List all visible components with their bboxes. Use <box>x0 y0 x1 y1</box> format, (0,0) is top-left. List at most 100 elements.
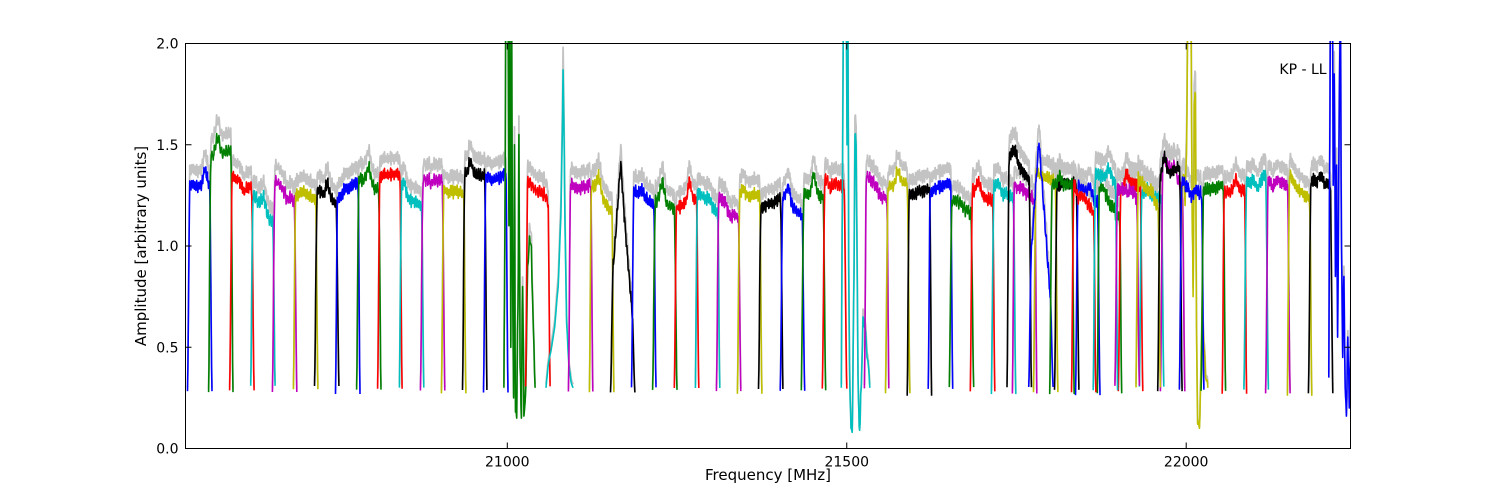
y-tick-label: 0.0 <box>156 442 178 458</box>
bandpass-underlay-gray <box>440 168 467 391</box>
bandpass-underlay-gray <box>694 172 721 385</box>
bandpass-curve-y-22167 <box>1286 169 1313 396</box>
bandpass-underlay-gray <box>736 168 763 391</box>
bandpass-curve-g-21018 <box>503 41 536 419</box>
bandpass-curve-g-21669 <box>948 194 975 388</box>
bandpass-curve-y-21575 <box>884 166 911 394</box>
bandpass-curve-r-21849 <box>1070 179 1097 393</box>
bandpass-underlay-gray <box>673 160 700 385</box>
bandpass-underlay-gray <box>948 179 975 384</box>
bandpass-curve-b-22228 <box>1328 41 1351 417</box>
bandpass-curve-g-20796 <box>355 160 382 390</box>
bandpass-underlay-gray <box>1221 156 1248 391</box>
bandpass-underlay-gray <box>863 154 890 386</box>
bandpass-curve-m-21762 <box>1011 180 1038 394</box>
bandpass-curve-b-21201 <box>630 182 657 388</box>
bandpass-underlay-gray <box>1074 163 1101 393</box>
bandpass-underlay-gray <box>1114 166 1141 383</box>
bandpass-curve-b-21855 <box>1074 179 1101 396</box>
bandpass-curve-g-20578 <box>207 132 234 393</box>
bandpass-curve-b-21638 <box>927 177 954 389</box>
bandpass-curve-r-22071 <box>1221 172 1248 394</box>
bandpass-underlay-gray <box>1200 164 1227 388</box>
bandpass-underlay-gray <box>567 161 594 389</box>
bandpass-curve-k-20734 <box>313 177 340 387</box>
bandpass-curve-b-21420 <box>779 183 806 391</box>
bandpass-curve-b-20547 <box>186 166 213 392</box>
bandpass-curve-k-20952 <box>461 156 488 391</box>
bandpass-underlay-gray <box>1286 152 1313 393</box>
y-tick-label: 1.5 <box>156 138 178 154</box>
bandpass-curve-r-20827 <box>376 167 403 389</box>
bandpass-underlay-gray <box>651 160 678 387</box>
bandpass-curve-g-22040 <box>1200 180 1227 391</box>
bandpass-curve-k-21388 <box>757 192 784 390</box>
x-tick-label: 21500 <box>824 455 869 471</box>
bandpass-underlay-gray <box>1092 145 1119 388</box>
bandpass-curve-r-20609 <box>228 170 255 391</box>
bandpass-curve-r-21700 <box>969 175 996 392</box>
x-axis-label: Frequency [MHz] <box>704 466 832 484</box>
bandpass-underlay-gray <box>334 160 361 392</box>
bandpass-underlay-gray <box>228 154 255 388</box>
bandpass-underlay-gray <box>927 161 954 386</box>
bandpass-curve-k-21607 <box>906 183 933 396</box>
bandpass-curve-k-21976 <box>1156 150 1183 392</box>
bandpass-underlay-gray <box>207 114 234 390</box>
bandpass-curve-b-20983 <box>482 168 509 393</box>
bandpass-curve-m-20890 <box>419 172 446 391</box>
bandpass-curve-c-21731 <box>990 178 1017 395</box>
bandpass-curve-m-21326 <box>715 191 742 392</box>
bandpass-curve-c-20859 <box>398 177 425 388</box>
bandpass-curve-c-21295 <box>694 187 721 389</box>
y-tick-label: 0.5 <box>156 340 178 356</box>
x-tick-label: 21000 <box>485 455 530 471</box>
bandpass-curve-m-21108 <box>567 177 594 392</box>
bandpass-curve-m-21544 <box>863 170 890 389</box>
bandpass-underlay-gray <box>1156 132 1183 389</box>
bandpass-curve-r-21264 <box>673 176 700 389</box>
bandpass-curve-k-21170 <box>609 160 636 393</box>
bandpass-underlay-gray <box>398 161 425 385</box>
bandpass-underlay-gray <box>249 174 276 383</box>
bandpass-curve-y-20921 <box>440 184 467 394</box>
bandpass-curve-m-21913 <box>1114 182 1141 386</box>
bandpass-underlay-gray <box>419 156 446 388</box>
bandpass-curve-c-21881 <box>1092 162 1119 391</box>
bandpass-underlay-gray <box>800 155 827 388</box>
bandpass-underlay-gray <box>292 169 319 386</box>
bandpass-curve-y-21357 <box>736 183 763 394</box>
bandpass-underlay-gray <box>906 167 933 393</box>
bandpass-curve-y-20703 <box>292 185 319 390</box>
bandpass-underlay-gray <box>1048 153 1076 392</box>
bandpass-underlay-gray <box>588 152 615 390</box>
bandpass-underlay-gray <box>271 158 298 389</box>
bandpass-underlay-gray <box>376 150 403 386</box>
bandpass-underlay-gray <box>715 176 742 388</box>
bandpass-underlay-gray <box>884 149 911 391</box>
bandpass-curve-c-20640 <box>249 189 276 386</box>
bandpass-underlay-gray <box>1264 159 1291 391</box>
bandpass-curve-m-20672 <box>271 174 298 393</box>
y-tick-label: 1.0 <box>156 239 178 255</box>
bandpass-underlay-gray <box>186 149 213 389</box>
bandpass-curve-b-22008 <box>1178 176 1205 390</box>
bandpass-curve-y-21139 <box>588 168 615 393</box>
bandpass-curve-b-21786 <box>1027 142 1054 388</box>
corner-annotation: KP - LL <box>1279 62 1327 78</box>
bandpass-underlay-gray <box>355 143 382 387</box>
bandpass-curve-b-20765 <box>334 177 361 395</box>
bandpass-curve-k-21754 <box>1006 144 1033 388</box>
bandpass-underlay-gray <box>313 161 340 383</box>
bandpass-underlay-gray <box>1243 153 1270 387</box>
bandpass-curve-g-21232 <box>651 176 678 390</box>
bandpass-curve-m-22135 <box>1264 175 1291 394</box>
bandpass-underlay-gray <box>969 159 996 389</box>
bandpass-underlay-gray <box>779 167 806 388</box>
bandpass-underlay-gray <box>990 162 1017 392</box>
bandpass-curve-c-22103 <box>1243 169 1270 390</box>
bandpass-curve-y-21944 <box>1135 171 1162 388</box>
bandpass-underlay-gray <box>461 139 488 387</box>
bandpass-underlay-gray <box>757 176 784 386</box>
